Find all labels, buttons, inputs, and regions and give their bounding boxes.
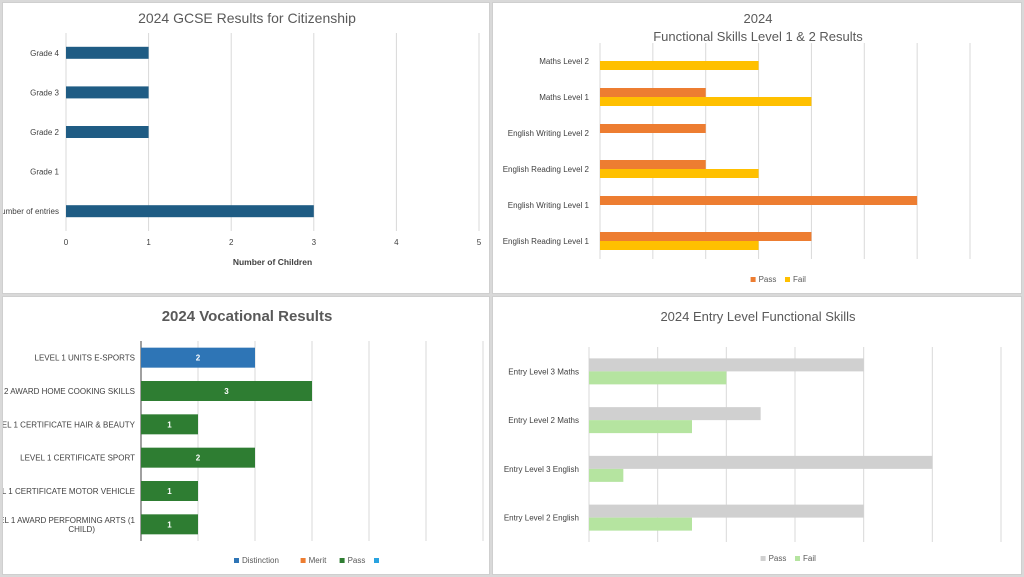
category-label: English Reading Level 2 xyxy=(503,165,590,174)
chart-subtitle: Functional Skills Level 1 & 2 Results xyxy=(653,29,863,44)
functional-skills-chart-panel: 2024 Functional Skills Level 1 & 2 Result… xyxy=(492,2,1022,294)
category-label: LEVEL 1 CERTIFICATE SPORT xyxy=(20,454,135,463)
bar-pass xyxy=(600,196,918,205)
legend-swatch xyxy=(339,558,345,563)
legend-label: Fail xyxy=(803,554,816,563)
category-label: English Reading Level 1 xyxy=(503,237,590,246)
bar-pass xyxy=(589,504,864,518)
category-label: LEVEL 1 CERTIFICATE MOTOR VEHICLE xyxy=(3,487,135,496)
legend-label: Pass xyxy=(769,554,787,563)
category-label: Grade 3 xyxy=(30,88,59,97)
bar-distinction xyxy=(141,347,255,368)
category-label: Entry Level 2 English xyxy=(504,514,579,523)
data-label: 3 xyxy=(224,387,229,396)
entry-level-chart-panel: 2024 Entry Level Functional Skills Entry … xyxy=(492,296,1022,575)
legend-swatch xyxy=(234,558,239,563)
bar-pass xyxy=(600,232,812,241)
category-label: LEVEL 2 AWARD HOME COOKING SKILLS xyxy=(3,387,135,396)
data-label: 1 xyxy=(167,487,172,496)
data-label: 1 xyxy=(167,520,172,529)
bar-fail xyxy=(600,97,812,106)
legend-swatch xyxy=(374,558,379,563)
legend-swatch xyxy=(300,558,306,563)
chart-title: 2024 Vocational Results xyxy=(162,308,333,325)
legend-swatch xyxy=(785,277,790,282)
legend-swatch xyxy=(750,277,756,282)
bar-pass xyxy=(141,414,198,435)
legend-label: Merit xyxy=(309,556,328,565)
gcse-chart-panel: 2024 GCSE Results for Citizenship 0 1 2 3 4 5 N… xyxy=(2,2,490,294)
category-label: LEVEL 1 CERTIFICATE HAIR & BEAUTY xyxy=(3,420,136,429)
x-tick-label: 3 xyxy=(312,238,317,247)
bar-pass xyxy=(589,455,933,469)
category-label: Maths Level 1 xyxy=(539,93,589,102)
functional-skills-chart: 2024 Functional Skills Level 1 & 2 Result… xyxy=(503,11,971,284)
x-tick-label: 2 xyxy=(229,238,234,247)
x-tick-label: 1 xyxy=(146,238,151,247)
bar xyxy=(66,126,149,138)
bar-fail xyxy=(600,61,759,70)
bar xyxy=(66,205,314,218)
bar-pass xyxy=(600,124,706,133)
entry-level-chart: 2024 Entry Level Functional Skills Entry … xyxy=(504,309,1002,563)
legend-swatch xyxy=(760,556,766,561)
category-label: English Writing Level 2 xyxy=(508,129,590,138)
category-label: Number of entries xyxy=(3,207,59,216)
bar-pass xyxy=(600,88,706,97)
bar-fail xyxy=(589,420,692,434)
category-label: LEVEL 1 UNITS E-SPORTS xyxy=(35,354,135,363)
category-label: Grade 1 xyxy=(30,168,59,177)
x-tick-label: 5 xyxy=(477,238,482,247)
x-tick-label: 0 xyxy=(64,238,69,247)
legend-label: Distinction xyxy=(242,556,279,565)
legend-label: Pass xyxy=(759,275,777,284)
legend-label: Pass xyxy=(348,556,366,565)
bar-fail xyxy=(589,517,692,531)
category-label: Entry Level 2 Maths xyxy=(508,416,579,425)
chart-title: 2024 xyxy=(744,11,773,26)
bar-fail xyxy=(589,371,727,385)
bar-pass xyxy=(589,358,864,372)
bar xyxy=(66,86,149,99)
bar xyxy=(66,46,149,59)
bar-pass xyxy=(141,381,312,401)
gcse-chart: 2024 GCSE Results for Citizenship 0 1 2 3 4 5 N… xyxy=(3,10,482,267)
bar-pass xyxy=(589,407,761,421)
chart-title: 2024 Entry Level Functional Skills xyxy=(660,309,856,324)
x-axis-label: Number of Children xyxy=(233,257,312,267)
x-tick-label: 4 xyxy=(394,238,399,247)
category-label: English Writing Level 1 xyxy=(508,201,590,210)
data-label: 2 xyxy=(196,354,201,363)
vocational-chart-panel: 2024 Vocational Results LEVEL 1 UNITS E-S… xyxy=(2,296,490,575)
category-label: Entry Level 3 English xyxy=(504,465,579,474)
vocational-chart: 2024 Vocational Results LEVEL 1 UNITS E-S… xyxy=(3,308,484,565)
bar-fail xyxy=(600,169,759,178)
legend-swatch xyxy=(795,556,800,561)
data-label: 1 xyxy=(167,420,172,429)
chart-title: 2024 GCSE Results for Citizenship xyxy=(138,10,356,26)
bar-pass xyxy=(141,447,255,468)
data-label: 2 xyxy=(196,454,201,463)
category-label: Grade 2 xyxy=(30,128,59,137)
bar-fail xyxy=(600,241,759,250)
bar-pass xyxy=(141,514,198,535)
bar-pass xyxy=(141,481,198,501)
legend-label: Fail xyxy=(793,275,806,284)
category-label: Maths Level 2 xyxy=(539,57,589,66)
category-label: Grade 4 xyxy=(30,49,59,58)
bar-pass xyxy=(600,160,706,169)
bar-fail xyxy=(589,468,624,482)
category-label: Entry Level 3 Maths xyxy=(508,367,579,376)
